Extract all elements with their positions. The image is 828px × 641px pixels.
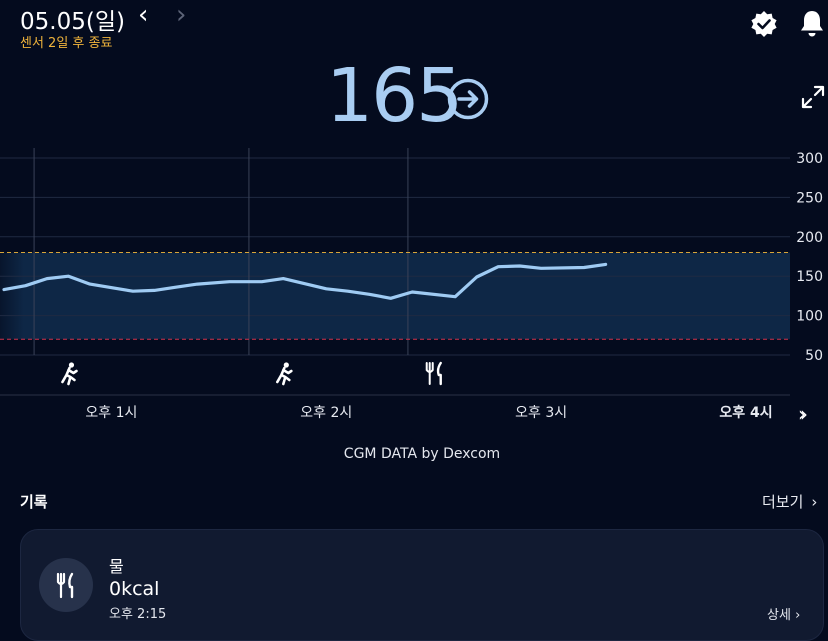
x-tick-label: 오후 2시 bbox=[300, 405, 352, 421]
sensor-status: 센서 2일 후 종료 bbox=[20, 36, 113, 51]
meal-icon-badge bbox=[39, 558, 93, 612]
record-detail-link[interactable]: 상세 › bbox=[767, 604, 800, 623]
record-kcal: 0kcal bbox=[109, 578, 160, 600]
grid-lines bbox=[0, 157, 790, 356]
glucose-series-line bbox=[2, 262, 608, 300]
y-tick-label: 200 bbox=[796, 230, 823, 246]
record-card[interactable]: 물 0kcal 오후 2:15 상세 › bbox=[20, 529, 824, 641]
see-more-link[interactable]: 더보기 › bbox=[762, 491, 817, 512]
next-day-button[interactable]: › bbox=[176, 0, 187, 30]
chevron-right-icon: › bbox=[811, 493, 818, 511]
cgm-source-label: CGM DATA by Dexcom bbox=[343, 446, 501, 462]
fork-knife-icon bbox=[56, 572, 74, 599]
time-divider-lines bbox=[33, 148, 409, 355]
y-tick-label: 300 bbox=[796, 151, 823, 167]
y-tick-label: 150 bbox=[796, 269, 823, 285]
verified-badge-icon[interactable] bbox=[750, 10, 778, 38]
record-detail-label: 상세 bbox=[767, 608, 791, 623]
x-tick-label: 오후 3시 bbox=[515, 405, 567, 421]
glucose-chart[interactable]: 300 250 200 150 100 50 오후 1시 오후 2시 오후 3시 오후 4시 bbox=[0, 148, 828, 438]
current-glucose-value: 165 bbox=[326, 53, 463, 139]
bell-icon[interactable] bbox=[798, 9, 826, 39]
date-label: 05.05(일) bbox=[20, 9, 125, 35]
running-icon[interactable] bbox=[61, 362, 78, 386]
x-tick-label: 오후 1시 bbox=[85, 405, 137, 421]
trend-arrow-right-icon bbox=[447, 78, 489, 120]
y-tick-label: 250 bbox=[796, 190, 823, 206]
y-tick-label: 100 bbox=[796, 309, 823, 325]
y-tick-label: 50 bbox=[805, 348, 823, 364]
chart-forward-icon[interactable]: ›› bbox=[798, 402, 808, 426]
expand-icon[interactable] bbox=[800, 84, 826, 110]
fork-knife-icon[interactable] bbox=[425, 361, 442, 386]
previous-day-button[interactable]: ‹ bbox=[138, 0, 149, 30]
see-more-label: 더보기 bbox=[762, 493, 804, 511]
records-title: 기록 bbox=[20, 493, 48, 511]
record-time: 오후 2:15 bbox=[109, 607, 167, 622]
record-title: 물 bbox=[109, 557, 124, 576]
x-tick-label: 오후 4시 bbox=[719, 405, 772, 421]
chevron-right-icon: › bbox=[795, 608, 801, 623]
running-icon[interactable] bbox=[276, 362, 293, 386]
